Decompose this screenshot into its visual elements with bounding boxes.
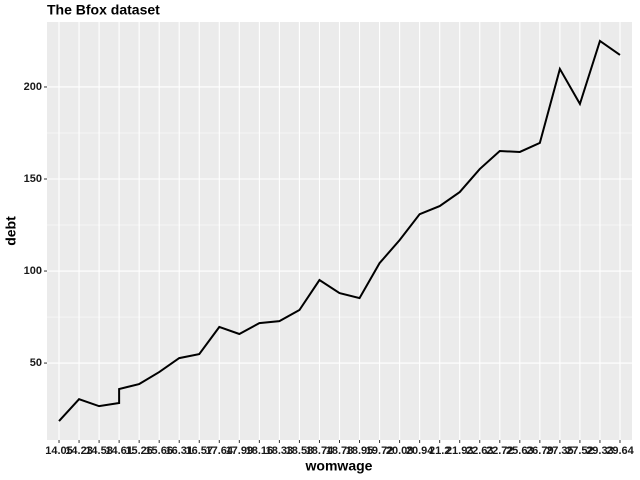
y-tick-label: 50 xyxy=(30,357,42,369)
x-tick-label: 29.33 xyxy=(586,445,614,457)
x-tick-label: 29.64 xyxy=(606,445,634,457)
x-tick-label: 16.31 xyxy=(165,445,193,457)
x-tick-label: 18.58 xyxy=(286,445,314,457)
x-tick-label: 25.63 xyxy=(506,445,534,457)
x-tick-label: 14.61 xyxy=(105,445,133,457)
x-tick-label: 14.05 xyxy=(45,445,73,457)
x-tick-label: 22.63 xyxy=(466,445,494,457)
x-tick-label: 22.72 xyxy=(486,445,514,457)
y-tick-label: 200 xyxy=(24,81,42,93)
x-tick-label: 20.08 xyxy=(386,445,414,457)
x-tick-label: 18.33 xyxy=(266,445,294,457)
x-tick-label: 18.16 xyxy=(246,445,274,457)
x-tick-label: 27.35 xyxy=(546,445,574,457)
chart-title: The Bfox dataset xyxy=(47,2,160,18)
x-tick-label: 26.79 xyxy=(526,445,554,457)
x-tick-label: 15.66 xyxy=(145,445,173,457)
x-tick-label: 27.52 xyxy=(566,445,594,457)
x-tick-label: 18.78 xyxy=(326,445,354,457)
y-tick-label: 150 xyxy=(24,173,42,185)
y-axis-title: debt xyxy=(3,216,19,246)
x-tick-label: 18.74 xyxy=(306,445,334,457)
x-tick-label: 17.99 xyxy=(226,445,254,457)
x-tick-label: 17.64 xyxy=(206,445,234,457)
y-tick-label: 100 xyxy=(24,265,42,277)
x-tick-label: 16.57 xyxy=(185,445,213,457)
x-tick-label: 18.95 xyxy=(346,445,374,457)
x-tick-label: 15.26 xyxy=(125,445,153,457)
x-tick-label: 21.93 xyxy=(446,445,474,457)
x-tick-label: 14.58 xyxy=(85,445,113,457)
x-tick-label: 20.94 xyxy=(406,445,434,457)
line xyxy=(58,39,621,422)
x-tick-label: 19.72 xyxy=(366,445,394,457)
x-tick-label: 21.2 xyxy=(429,445,450,457)
x-tick-label: 14.23 xyxy=(65,445,93,457)
x-axis-title: womwage xyxy=(305,458,373,474)
